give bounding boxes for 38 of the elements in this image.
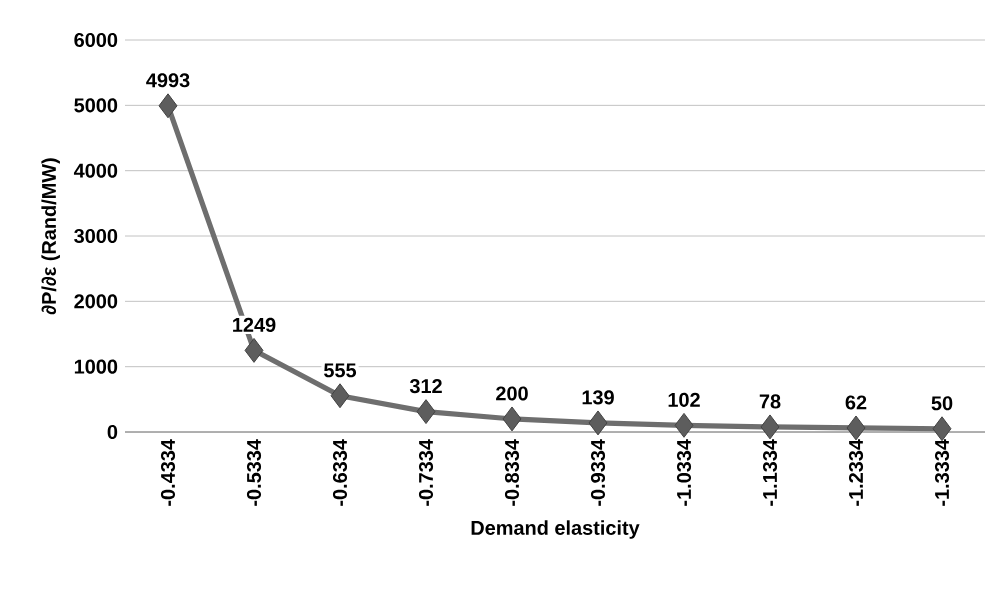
data-label: 200 (496, 386, 528, 401)
point (588, 410, 608, 436)
y-tick-label: 3000 (74, 228, 118, 244)
point (244, 337, 264, 363)
data-label: 4993 (146, 73, 190, 88)
point (760, 414, 780, 440)
point (330, 383, 350, 409)
y-axis-title: ∂P/∂ε (Rand/MW) (41, 158, 60, 315)
y-tick-label: 1000 (74, 359, 118, 374)
data-label: 312 (409, 379, 442, 394)
x-tick-label: -0.4334 (160, 439, 176, 506)
data-label: 102 (668, 392, 700, 407)
x-tick-label: -0.9334 (590, 439, 606, 506)
data-label: 78 (759, 394, 781, 409)
y-tick-label: 2000 (74, 294, 118, 309)
point (416, 399, 436, 425)
data-label: 62 (845, 395, 867, 410)
point (158, 93, 178, 119)
y-tick-label: 0 (107, 424, 118, 440)
x-tick-label: -0.5334 (246, 439, 262, 506)
x-tick-label: -1.1334 (762, 439, 778, 506)
x-tick-label: -0.6334 (332, 439, 348, 506)
point (502, 406, 522, 432)
data-label: 1249 (233, 317, 276, 332)
data-label: 555 (324, 363, 357, 378)
y-tick-label: 6000 (74, 32, 118, 48)
x-tick-label: -1.2334 (848, 439, 864, 506)
x-axis-title: Demand elasticity (471, 520, 640, 539)
data-label: 50 (931, 396, 953, 411)
y-tick-label: 4000 (73, 163, 118, 178)
y-tick-label: 5000 (74, 98, 118, 113)
x-tick-label: -1.3334 (934, 439, 950, 506)
point (674, 412, 694, 438)
x-tick-label: -0.8334 (504, 439, 520, 506)
x-tick-label: -1.0334 (676, 439, 692, 506)
data-label: 139 (582, 390, 614, 405)
point (846, 415, 866, 441)
x-tick-label: -0.7334 (418, 439, 434, 506)
